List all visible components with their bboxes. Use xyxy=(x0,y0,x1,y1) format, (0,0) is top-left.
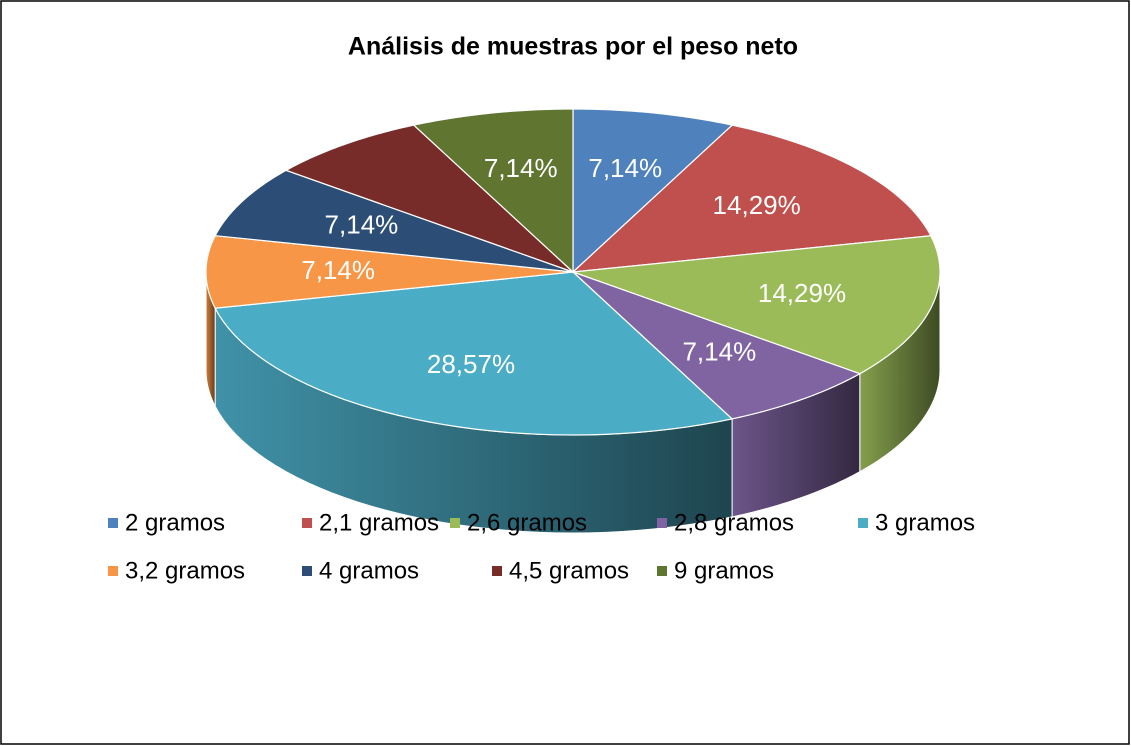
data-label: 28,57% xyxy=(427,349,515,379)
legend-label: 9 gramos xyxy=(674,557,774,584)
legend-swatch xyxy=(450,518,460,528)
data-label: 7,14% xyxy=(325,210,399,240)
pie-slice xyxy=(284,124,574,273)
legend-label: 2,1 gramos xyxy=(319,509,439,536)
data-label: 7,14% xyxy=(682,336,756,366)
pie-slice xyxy=(205,235,574,309)
legend-swatch xyxy=(657,566,667,576)
pie-slice xyxy=(214,169,574,273)
pie-slice xyxy=(412,108,574,274)
legend-swatch xyxy=(492,566,502,576)
legend-label: 4 gramos xyxy=(319,557,419,584)
legend-swatch xyxy=(657,518,667,528)
legend-swatch xyxy=(108,518,118,528)
pie-slice xyxy=(572,271,862,420)
legend-label: 3,2 gramos xyxy=(125,557,245,584)
legend-swatch xyxy=(302,566,312,576)
legend-label: 3 gramos xyxy=(875,509,975,536)
chart-title: Análisis de muestras por el peso neto xyxy=(348,33,798,61)
legend-label: 2,8 gramos xyxy=(674,509,794,536)
legend-label: 4,5 gramos xyxy=(509,557,629,584)
data-label: 7,14% xyxy=(588,153,662,183)
data-label: 7,14% xyxy=(484,153,558,183)
pie-slice xyxy=(572,235,941,375)
data-label: 14,29% xyxy=(758,278,846,308)
pie-slice xyxy=(572,108,734,274)
data-label: 7,14% xyxy=(301,255,375,285)
pie-slice xyxy=(214,271,734,436)
data-label: 14,29% xyxy=(713,190,801,220)
pie-slice xyxy=(571,124,932,273)
legend-swatch xyxy=(858,518,868,528)
legend-label: 2,6 gramos xyxy=(467,509,587,536)
legend-swatch xyxy=(108,566,118,576)
legend-label: 2 gramos xyxy=(125,509,225,536)
legend-swatch xyxy=(302,518,312,528)
